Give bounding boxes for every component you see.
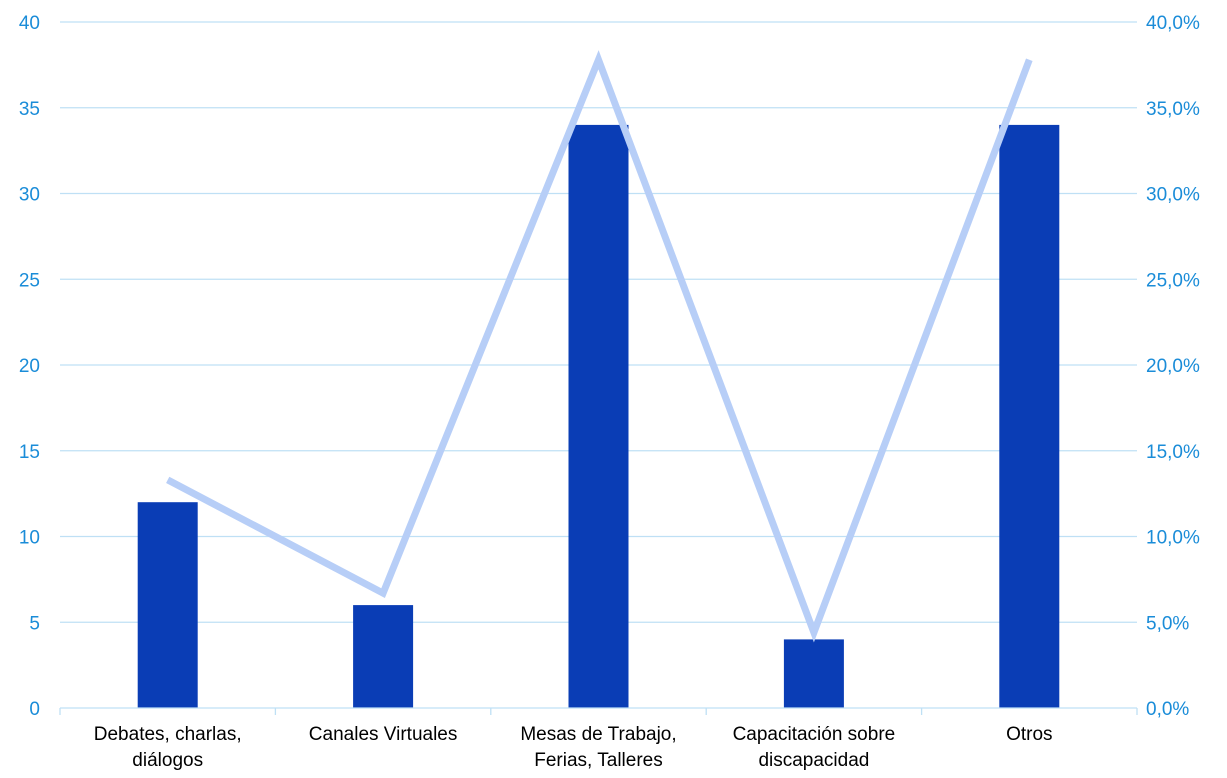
y-right-tick-label: 0,0% xyxy=(1146,699,1189,720)
bar xyxy=(138,502,198,708)
y-left-tick-label: 35 xyxy=(19,99,40,120)
y-left-tick-label: 5 xyxy=(29,613,40,634)
y-left-tick-label: 15 xyxy=(19,442,40,463)
x-category-label: Debates, charlas,diálogos xyxy=(94,724,242,771)
bar-series xyxy=(138,125,1060,708)
x-category-label: Canales Virtuales xyxy=(309,724,458,745)
x-category-label: Otros xyxy=(1006,724,1052,745)
y-right-tick-label: 5,0% xyxy=(1146,613,1189,634)
y-left-tick-label: 10 xyxy=(19,528,40,549)
y-left-tick-label: 20 xyxy=(19,356,40,377)
y-left-tick-label: 25 xyxy=(19,270,40,291)
y-right-tick-label: 40,0% xyxy=(1146,13,1200,34)
bar xyxy=(353,605,413,708)
x-category-label: Mesas de Trabajo,Ferias, Talleres xyxy=(520,724,676,771)
y-right-tick-label: 25,0% xyxy=(1146,270,1200,291)
y-left-tick-label: 30 xyxy=(19,185,40,206)
y-right-tick-label: 10,0% xyxy=(1146,528,1200,549)
bar xyxy=(784,639,844,708)
y-right-tick-label: 30,0% xyxy=(1146,185,1200,206)
bar xyxy=(999,125,1059,708)
y-left-tick-label: 0 xyxy=(29,699,40,720)
y-left-tick-label: 40 xyxy=(19,13,40,34)
bar xyxy=(569,125,629,708)
y-right-tick-label: 35,0% xyxy=(1146,99,1200,120)
y-right-tick-label: 15,0% xyxy=(1146,442,1200,463)
y-right-tick-label: 20,0% xyxy=(1146,356,1200,377)
